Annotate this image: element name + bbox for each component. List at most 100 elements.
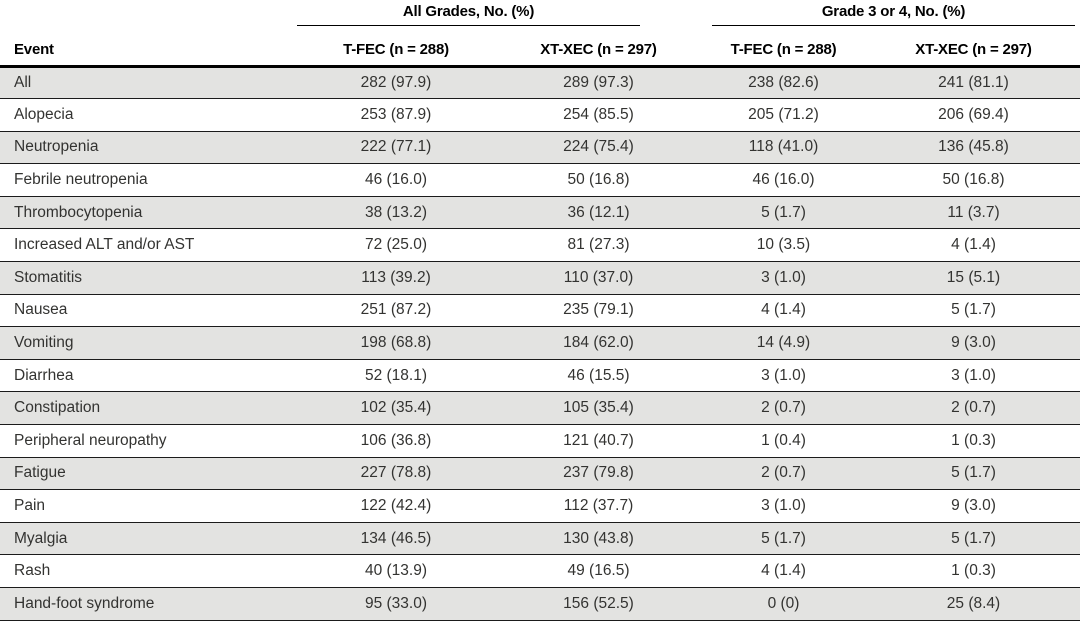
table-row: Neutropenia 222 (77.1) 224 (75.4) 118 (4… bbox=[0, 130, 1080, 164]
table-row: Fatigue 227 (78.8) 237 (79.8) 2 (0.7) 5 … bbox=[0, 456, 1080, 490]
value-cell: 112 (37.7) bbox=[497, 489, 701, 523]
group-label-grade-3-4: Grade 3 or 4, No. (%) bbox=[712, 0, 1076, 26]
event-cell: All bbox=[0, 65, 295, 99]
value-cell: 4 (1.4) bbox=[867, 228, 1080, 262]
value-cell: 14 (4.9) bbox=[700, 326, 868, 360]
event-cell: Increased ALT and/or AST bbox=[0, 228, 295, 262]
value-cell: 2 (0.7) bbox=[867, 391, 1080, 425]
value-cell: 289 (97.3) bbox=[497, 65, 701, 99]
value-cell: 4 (1.4) bbox=[700, 293, 868, 327]
value-cell: 136 (45.8) bbox=[867, 130, 1080, 164]
value-cell: 3 (1.0) bbox=[700, 489, 868, 523]
event-cell: Febrile neutropenia bbox=[0, 163, 295, 197]
value-cell: 11 (3.7) bbox=[867, 195, 1080, 229]
value-cell: 118 (41.0) bbox=[700, 130, 868, 164]
value-cell: 237 (79.8) bbox=[497, 456, 701, 490]
value-cell: 121 (40.7) bbox=[497, 424, 701, 458]
value-cell: 46 (16.0) bbox=[700, 163, 868, 197]
table-row: Diarrhea 52 (18.1) 46 (15.5) 3 (1.0) 3 (… bbox=[0, 358, 1080, 392]
table-row: All 282 (97.9) 289 (97.3) 238 (82.6) 241… bbox=[0, 65, 1080, 99]
value-cell: 72 (25.0) bbox=[295, 228, 497, 262]
value-cell: 130 (43.8) bbox=[497, 521, 701, 555]
event-cell: Neutropenia bbox=[0, 130, 295, 164]
value-cell: 49 (16.5) bbox=[497, 554, 701, 588]
value-cell: 5 (1.7) bbox=[700, 195, 868, 229]
event-cell: Thrombocytopenia bbox=[0, 195, 295, 229]
value-cell: 2 (0.7) bbox=[700, 391, 868, 425]
value-cell: 222 (77.1) bbox=[295, 130, 497, 164]
value-cell: 184 (62.0) bbox=[497, 326, 701, 360]
value-cell: 198 (68.8) bbox=[295, 326, 497, 360]
value-cell: 122 (42.4) bbox=[295, 489, 497, 523]
table-row: Vomiting 198 (68.8) 184 (62.0) 14 (4.9) … bbox=[0, 326, 1080, 360]
value-cell: 5 (1.7) bbox=[867, 293, 1080, 327]
value-cell: 4 (1.4) bbox=[700, 554, 868, 588]
value-cell: 3 (1.0) bbox=[700, 261, 868, 295]
value-cell: 102 (35.4) bbox=[295, 391, 497, 425]
value-cell: 5 (1.7) bbox=[700, 521, 868, 555]
value-cell: 253 (87.9) bbox=[295, 98, 497, 132]
value-cell: 224 (75.4) bbox=[497, 130, 701, 164]
value-cell: 81 (27.3) bbox=[497, 228, 701, 262]
event-cell: Constipation bbox=[0, 391, 295, 425]
event-cell: Diarrhea bbox=[0, 358, 295, 392]
value-cell: 156 (52.5) bbox=[497, 587, 701, 621]
table-header: All Grades, No. (%) Grade 3 or 4, No. (%… bbox=[0, 0, 1080, 68]
table-row: Pain 122 (42.4) 112 (37.7) 3 (1.0) 9 (3.… bbox=[0, 489, 1080, 523]
value-cell: 46 (16.0) bbox=[295, 163, 497, 197]
value-cell: 50 (16.8) bbox=[497, 163, 701, 197]
value-cell: 9 (3.0) bbox=[867, 489, 1080, 523]
table-body: All 282 (97.9) 289 (97.3) 238 (82.6) 241… bbox=[0, 65, 1080, 621]
group-label-all-grades: All Grades, No. (%) bbox=[297, 0, 641, 26]
event-cell: Stomatitis bbox=[0, 261, 295, 295]
group-header-spacer bbox=[0, 0, 295, 30]
value-cell: 9 (3.0) bbox=[867, 326, 1080, 360]
table-row: Rash 40 (13.9) 49 (16.5) 4 (1.4) 1 (0.3) bbox=[0, 554, 1080, 588]
value-cell: 3 (1.0) bbox=[700, 358, 868, 392]
value-cell: 50 (16.8) bbox=[867, 163, 1080, 197]
column-header-g34-xtxec: XT-XEC (n = 297) bbox=[867, 30, 1080, 68]
table-row: Increased ALT and/or AST 72 (25.0) 81 (2… bbox=[0, 228, 1080, 262]
table-row: Thrombocytopenia 38 (13.2) 36 (12.1) 5 (… bbox=[0, 195, 1080, 229]
value-cell: 241 (81.1) bbox=[867, 65, 1080, 99]
value-cell: 254 (85.5) bbox=[497, 98, 701, 132]
value-cell: 0 (0) bbox=[700, 587, 868, 621]
value-cell: 113 (39.2) bbox=[295, 261, 497, 295]
value-cell: 110 (37.0) bbox=[497, 261, 701, 295]
event-cell: Vomiting bbox=[0, 326, 295, 360]
event-cell: Hand-foot syndrome bbox=[0, 587, 295, 621]
column-header-g34-tfec: T-FEC (n = 288) bbox=[700, 30, 868, 68]
value-cell: 106 (36.8) bbox=[295, 424, 497, 458]
value-cell: 3 (1.0) bbox=[867, 358, 1080, 392]
group-header-grade-3-4: Grade 3 or 4, No. (%) bbox=[700, 0, 1080, 30]
group-header-all-grades: All Grades, No. (%) bbox=[295, 0, 700, 30]
value-cell: 5 (1.7) bbox=[867, 456, 1080, 490]
group-header-row: All Grades, No. (%) Grade 3 or 4, No. (%… bbox=[0, 0, 1080, 30]
event-cell: Fatigue bbox=[0, 456, 295, 490]
event-cell: Pain bbox=[0, 489, 295, 523]
value-cell: 36 (12.1) bbox=[497, 195, 701, 229]
value-cell: 206 (69.4) bbox=[867, 98, 1080, 132]
column-header-all-tfec: T-FEC (n = 288) bbox=[295, 30, 497, 68]
value-cell: 235 (79.1) bbox=[497, 293, 701, 327]
column-header-all-xtxec: XT-XEC (n = 297) bbox=[497, 30, 701, 68]
event-cell: Peripheral neuropathy bbox=[0, 424, 295, 458]
value-cell: 95 (33.0) bbox=[295, 587, 497, 621]
value-cell: 238 (82.6) bbox=[700, 65, 868, 99]
table-row: Constipation 102 (35.4) 105 (35.4) 2 (0.… bbox=[0, 391, 1080, 425]
value-cell: 251 (87.2) bbox=[295, 293, 497, 327]
event-cell: Myalgia bbox=[0, 521, 295, 555]
table-row: Nausea 251 (87.2) 235 (79.1) 4 (1.4) 5 (… bbox=[0, 293, 1080, 327]
value-cell: 282 (97.9) bbox=[295, 65, 497, 99]
value-cell: 52 (18.1) bbox=[295, 358, 497, 392]
value-cell: 38 (13.2) bbox=[295, 195, 497, 229]
table-row: Myalgia 134 (46.5) 130 (43.8) 5 (1.7) 5 … bbox=[0, 521, 1080, 555]
value-cell: 40 (13.9) bbox=[295, 554, 497, 588]
value-cell: 2 (0.7) bbox=[700, 456, 868, 490]
table-row: Stomatitis 113 (39.2) 110 (37.0) 3 (1.0)… bbox=[0, 261, 1080, 295]
table-row: Hand-foot syndrome 95 (33.0) 156 (52.5) … bbox=[0, 587, 1080, 621]
value-cell: 5 (1.7) bbox=[867, 521, 1080, 555]
value-cell: 1 (0.4) bbox=[700, 424, 868, 458]
